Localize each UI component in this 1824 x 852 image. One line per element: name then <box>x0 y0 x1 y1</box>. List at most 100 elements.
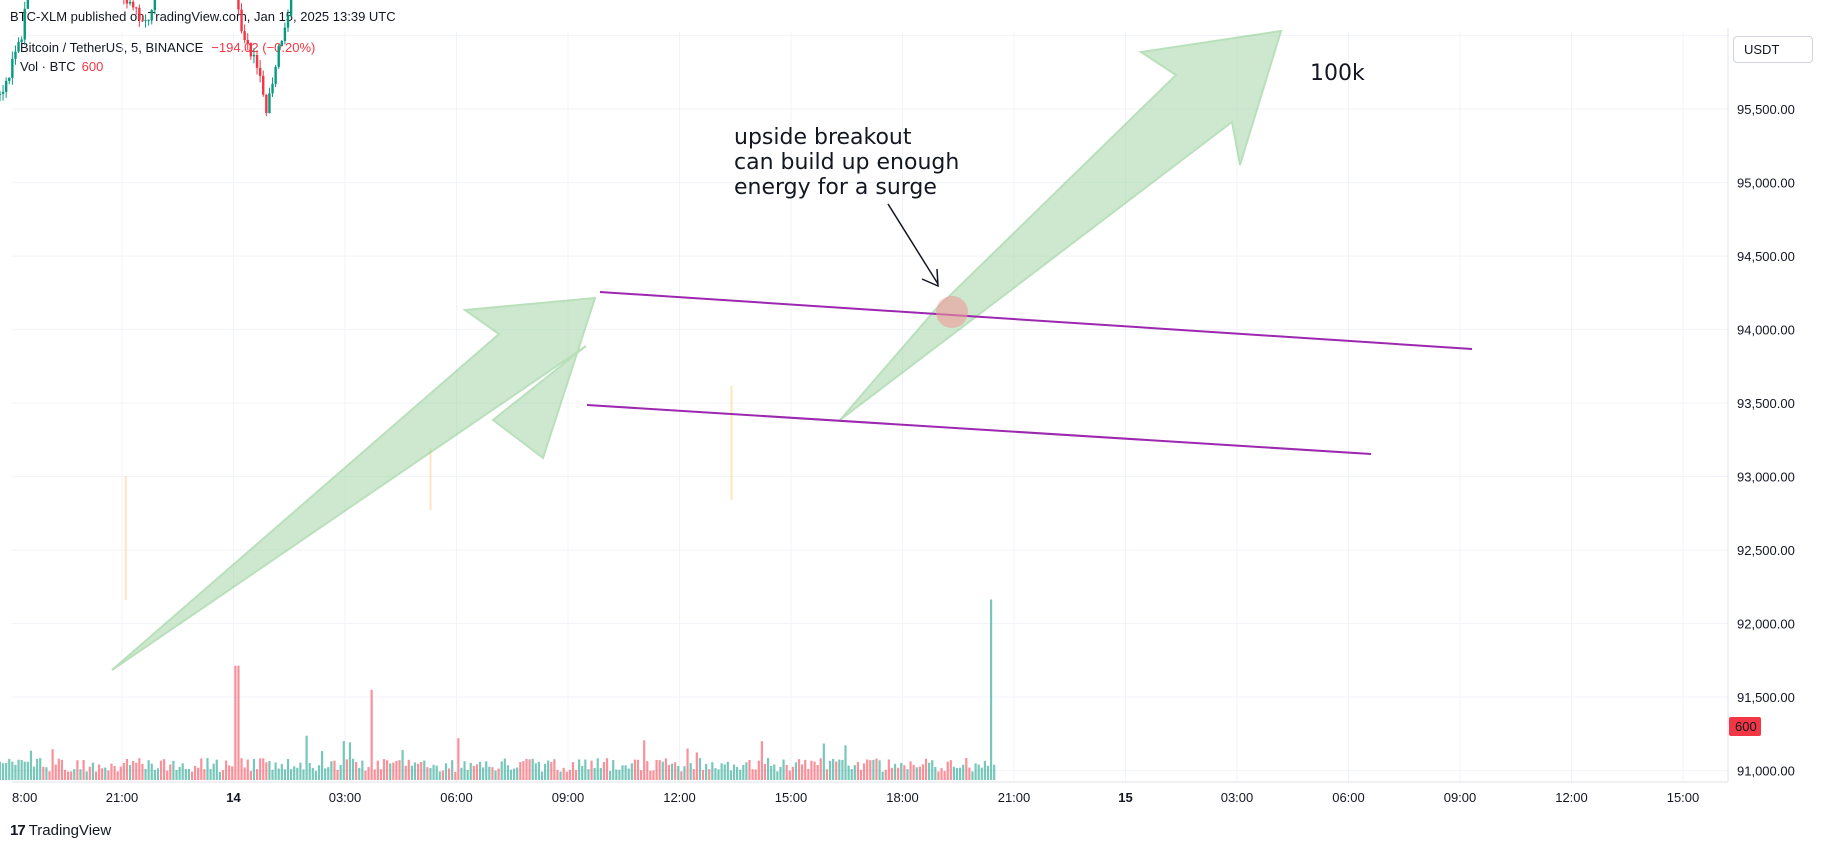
volume-bar <box>503 758 506 780</box>
candle-body <box>268 93 271 114</box>
volume-bar <box>314 770 317 780</box>
volume-bar <box>203 769 206 780</box>
volume-bar <box>955 768 959 780</box>
volume-bar <box>822 743 825 780</box>
candle-body <box>20 39 23 43</box>
volume-bar <box>45 767 48 780</box>
volume-bar <box>828 760 832 780</box>
x-tick-label: 14 <box>226 790 241 805</box>
volume-bar <box>726 761 729 780</box>
volume-bar <box>968 767 971 780</box>
volume-bar <box>274 762 277 780</box>
tradingview-footer[interactable]: 17 TradingView <box>10 822 111 839</box>
symbol-title[interactable]: Bitcoin / TetherUS, 5, BINANCE <box>20 40 204 55</box>
volume-bar <box>413 762 417 780</box>
y-tick-label: 94,000.00 <box>1737 323 1795 338</box>
volume-bar <box>872 759 875 780</box>
volume-bar <box>739 769 742 780</box>
volume-bar <box>819 758 822 780</box>
volume-bar <box>869 760 872 780</box>
candle-body <box>11 58 14 78</box>
currency-selector[interactable]: USDT <box>1733 36 1813 63</box>
volume-bar <box>265 762 268 780</box>
volume-bar <box>128 765 132 780</box>
volume-bar <box>931 760 934 780</box>
candle-body <box>265 94 268 114</box>
volume-bar <box>138 758 141 780</box>
volume-bar <box>94 771 98 780</box>
volume-bar <box>720 763 723 780</box>
volume-bar <box>906 769 909 780</box>
volume-bar <box>73 769 76 780</box>
volume-bar <box>993 764 996 780</box>
volume-bar <box>336 769 339 780</box>
volume-bar <box>776 771 779 780</box>
volume-bar <box>472 765 475 780</box>
volume-bar <box>317 765 321 780</box>
candle-body <box>289 0 293 16</box>
volume-bar <box>971 771 974 780</box>
y-tick-label: 92,000.00 <box>1737 617 1795 632</box>
volume-bar <box>590 760 593 780</box>
candle-body <box>144 19 147 21</box>
volume-bar <box>373 769 376 780</box>
volume-bar <box>556 769 559 780</box>
volume-bar <box>215 759 218 780</box>
volume-bar <box>209 769 212 780</box>
annotation-note-line: can build up enough <box>734 150 959 175</box>
x-tick-label: 09:00 <box>552 790 585 805</box>
volume-bar <box>17 759 20 780</box>
trend-arrow-1 <box>111 296 597 671</box>
volume-bar <box>237 665 240 780</box>
volume-bar <box>732 764 736 780</box>
volume-bar <box>110 763 113 780</box>
candle-body <box>128 1 132 4</box>
volume-bar <box>1 763 5 780</box>
volume-bar <box>562 767 565 780</box>
volume-bar <box>435 765 438 780</box>
volume-bar <box>522 761 525 780</box>
volume-bar <box>169 764 172 780</box>
volume-bar <box>376 760 379 780</box>
volume-bar <box>587 769 590 780</box>
volume-bar <box>816 765 819 780</box>
volume-bar <box>754 769 757 780</box>
x-tick-label: 15:00 <box>775 790 808 805</box>
candle-body <box>131 1 135 8</box>
volume-bar <box>962 764 965 780</box>
volume-bar <box>609 770 612 780</box>
volume-bar <box>104 767 107 780</box>
volume-bar <box>897 767 900 780</box>
volume-bar <box>364 770 367 780</box>
volume-bar <box>240 758 243 780</box>
volume-bar <box>862 763 866 780</box>
volume-bar <box>290 769 293 780</box>
volume-bar <box>132 760 135 780</box>
volume-bar <box>361 760 364 780</box>
y-tick-label: 93,000.00 <box>1737 470 1795 485</box>
volume-bar <box>466 770 469 780</box>
volume-bar <box>875 758 878 780</box>
volume-bar <box>540 771 544 780</box>
volume-bar <box>302 769 305 780</box>
volume-bar <box>946 761 949 780</box>
volume-bar <box>259 758 262 780</box>
volume-bar <box>97 764 101 780</box>
volume-bar <box>212 763 215 780</box>
volume-bar <box>859 769 863 780</box>
volume-bar <box>107 770 110 780</box>
volume-bar <box>602 761 606 780</box>
volume-bar <box>482 767 485 780</box>
x-tick-label: 18:00 <box>886 790 919 805</box>
chart-legend: Bitcoin / TetherUS, 5, BINANCE −194.02 (−… <box>20 38 315 76</box>
volume-bar <box>878 760 881 780</box>
candle-body <box>252 54 256 57</box>
tradingview-logo-icon: 17 <box>10 822 26 839</box>
volume-bar <box>677 766 680 780</box>
volume-bar <box>578 759 581 780</box>
candle-body <box>138 7 141 21</box>
volume-label[interactable]: Vol · BTC <box>20 59 76 74</box>
breakout-circle <box>936 296 968 328</box>
candle-body <box>240 9 243 32</box>
